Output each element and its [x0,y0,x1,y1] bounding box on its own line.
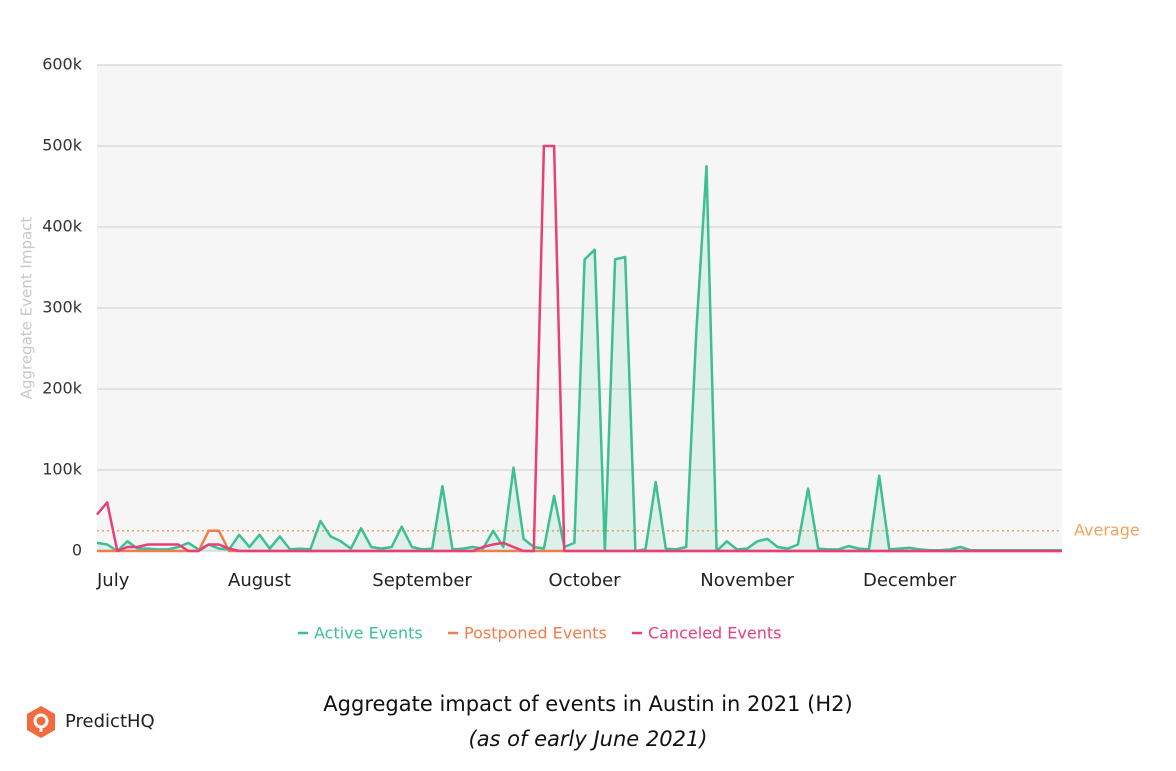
x-tick-label: September [372,570,472,591]
series-line [96,144,1062,553]
y-tick-label: 400k [42,217,83,236]
legend-label: Canceled Events [648,624,781,643]
caption-title: Aggregate impact of events in Austin in … [323,692,852,716]
series-line [96,165,1062,553]
y-tick-label: 100k [42,460,83,479]
caption-subtitle: (as of early June 2021) [469,727,708,751]
x-tick-label: July [96,570,130,591]
y-tick-label: 300k [42,298,83,317]
average-label: Average [1074,520,1140,539]
x-tick-label: October [549,570,622,591]
y-axis-title: Aggregate Event Impact [18,217,36,400]
x-tick-label: November [700,570,794,591]
logo-icon [27,706,55,738]
x-tick-label: August [228,570,291,591]
series-area [97,166,1062,552]
x-tick-label: December [863,570,957,591]
y-tick-label: 0 [72,541,82,560]
y-tick-label: 600k [42,55,83,74]
logo-text: PredictHQ [65,711,155,732]
legend-label: Active Events [314,624,423,643]
y-tick-label: 500k [42,136,83,155]
y-tick-label: 200k [42,379,83,398]
legend-label: Postponed Events [464,624,607,643]
